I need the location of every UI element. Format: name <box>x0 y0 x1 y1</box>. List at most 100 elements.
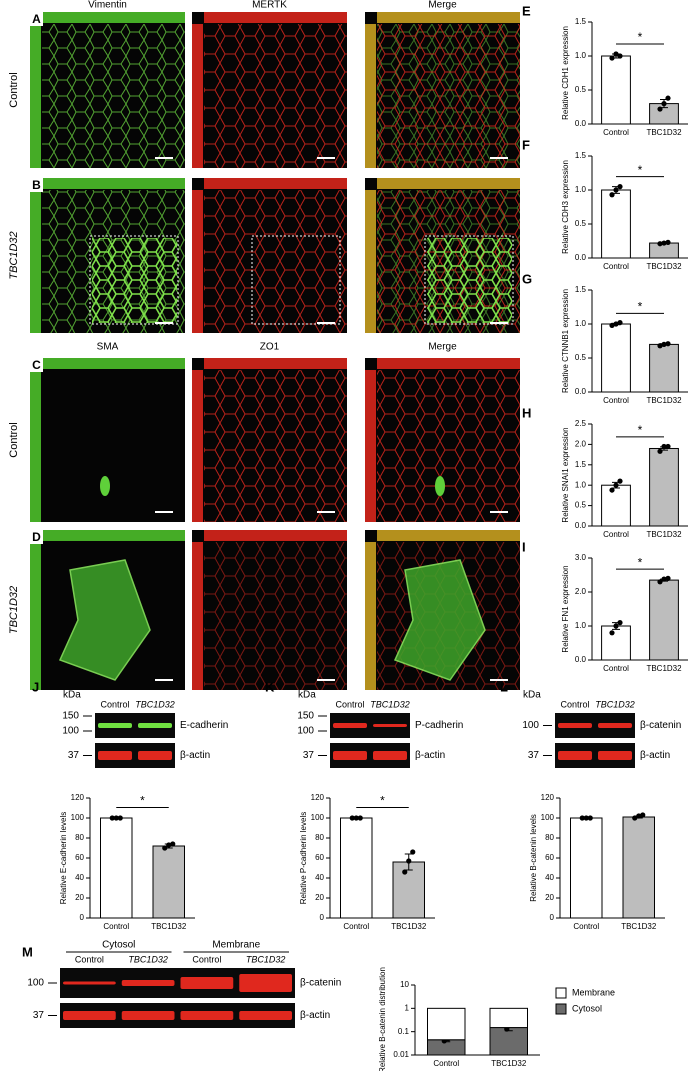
y-tick-label: 0.0 <box>575 119 587 128</box>
x-tick-label: Control <box>603 664 629 673</box>
data-point <box>583 815 589 821</box>
data-point <box>406 858 412 864</box>
data-point <box>402 869 408 875</box>
y-tick-label: 1.0 <box>575 480 587 489</box>
y-tick-label: 0.1 <box>398 1027 410 1036</box>
y-tick-label: 60 <box>75 853 84 862</box>
y-axis-label: Relative P-cadherin levels <box>299 812 308 905</box>
blot-band <box>121 1011 175 1020</box>
sma-spot <box>100 476 110 496</box>
cell-texture <box>204 24 347 168</box>
y-tick-label: 1 <box>405 1003 410 1012</box>
inset-box <box>251 235 341 325</box>
blot-band <box>63 1011 116 1020</box>
y-tick-label: 2.5 <box>575 419 587 428</box>
x-tick-label: Control <box>603 396 629 405</box>
y-tick-label: 100 <box>311 813 325 822</box>
y-tick-label: 100 <box>541 813 555 822</box>
y-axis-label: Relative SNAI1 expression <box>561 427 570 522</box>
marker-label: 37 <box>528 750 540 761</box>
panel-letter: B <box>32 178 41 192</box>
y-tick-label: 120 <box>311 793 325 802</box>
bar <box>392 861 425 919</box>
y-tick-label: 40 <box>75 873 84 882</box>
blot-band <box>239 974 292 992</box>
panel-letter-bg <box>30 12 43 26</box>
marker-label: 100 <box>522 720 539 731</box>
data-point <box>162 845 168 851</box>
ortho-top <box>377 178 520 189</box>
data-point <box>661 101 667 107</box>
bar-segment <box>489 1027 528 1056</box>
blot-band <box>98 751 132 760</box>
y-tick-label: 2.0 <box>575 440 587 449</box>
unit-label: kDa <box>523 690 541 701</box>
ortho-side <box>192 370 203 522</box>
data-point <box>657 343 663 349</box>
x-tick-label: TBC1D32 <box>391 922 427 931</box>
y-tick-label: 1.5 <box>575 285 587 294</box>
column-label: Vimentin <box>88 0 127 11</box>
y-tick-label: 120 <box>71 793 85 802</box>
y-tick-label: 10 <box>400 980 409 989</box>
y-tick-label: 20 <box>545 893 554 902</box>
sma-fiber <box>393 559 486 681</box>
blot-band <box>138 751 172 760</box>
data-point <box>661 443 667 450</box>
row-label: Control <box>8 72 20 107</box>
data-point <box>661 341 667 347</box>
x-tick-label: TBC1D32 <box>646 530 682 539</box>
y-tick-label: 2.0 <box>575 587 587 596</box>
column-label: MERTK <box>252 0 287 11</box>
y-tick-label: 1.0 <box>575 185 587 194</box>
marker-label: 150 <box>62 711 79 722</box>
y-tick-label: 0 <box>320 913 325 922</box>
marker-label: 37 <box>303 750 315 761</box>
bar <box>601 625 631 661</box>
y-tick-label: 1.5 <box>575 460 587 469</box>
x-tick-label: TBC1D32 <box>491 1059 527 1068</box>
y-tick-label: 1.0 <box>575 621 587 630</box>
blot-band <box>180 1011 234 1020</box>
cell-texture <box>377 24 520 168</box>
x-tick-label: Control <box>433 1059 459 1068</box>
data-point <box>349 815 355 821</box>
marker-label: 100 <box>297 726 314 737</box>
cell-texture <box>42 24 185 168</box>
panel-letter: F <box>522 137 530 152</box>
data-point <box>353 815 359 821</box>
significance-mark: * <box>140 794 145 808</box>
x-tick-label: Control <box>603 262 629 271</box>
data-point <box>613 51 619 57</box>
data-point <box>657 106 663 112</box>
panel-letter-bg <box>30 178 43 192</box>
panel-letter: E <box>522 3 531 18</box>
ortho-side <box>30 370 41 522</box>
panel-letter-bg <box>30 358 43 372</box>
x-tick-label: Control <box>603 128 629 137</box>
y-tick-label: 0.5 <box>575 85 587 94</box>
micrograph <box>30 358 185 522</box>
x-tick-label: Control <box>103 922 129 931</box>
x-tick-label: TBC1D32 <box>646 128 682 137</box>
legend-swatch <box>555 1003 567 1015</box>
ortho-side <box>365 190 376 333</box>
column-label: ZO1 <box>260 342 280 353</box>
y-tick-label: 120 <box>541 793 555 802</box>
data-point <box>661 240 667 246</box>
lane-label: TBC1D32 <box>246 954 286 964</box>
blot-band <box>63 981 116 985</box>
ortho-top <box>377 358 520 369</box>
data-point <box>665 239 671 245</box>
blot-band <box>598 723 632 728</box>
data-point <box>109 815 115 821</box>
ortho-side <box>30 190 41 333</box>
data-point <box>640 812 646 818</box>
lane-label: TBC1D32 <box>595 699 635 709</box>
band-label: β-catenin <box>300 978 341 989</box>
inset-box <box>89 235 179 325</box>
band-label: β-actin <box>415 750 445 761</box>
data-point <box>636 813 642 819</box>
y-axis-label: Relative B-catenin levels <box>529 814 538 902</box>
